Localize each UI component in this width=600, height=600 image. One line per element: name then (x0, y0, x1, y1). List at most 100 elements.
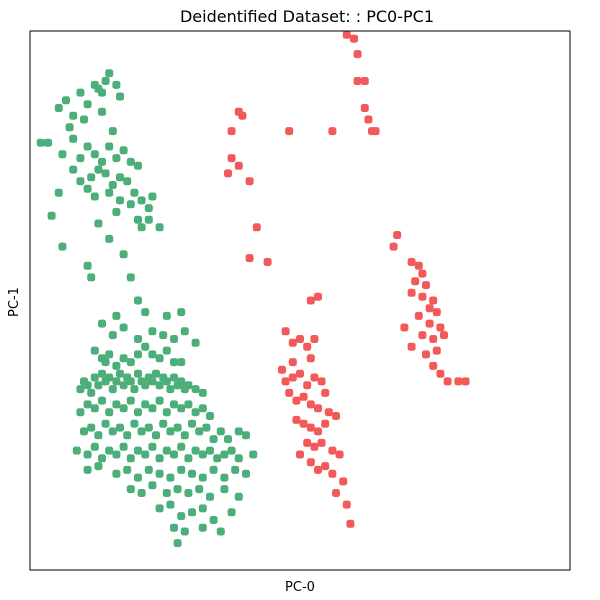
scatter-point-series-0 (83, 465, 92, 474)
scatter-point-series-0 (152, 369, 160, 378)
scatter-point-series-0 (108, 427, 117, 436)
scatter-point-series-0 (177, 377, 186, 386)
scatter-point-series-1 (360, 104, 369, 112)
scatter-point-series-0 (162, 489, 171, 497)
scatter-point-series-0 (54, 188, 63, 197)
scatter-point-series-0 (98, 107, 106, 116)
scatter-point-series-0 (148, 442, 157, 451)
scatter-point-series-0 (134, 215, 142, 224)
scatter-point-series-0 (177, 465, 186, 474)
scatter-point-series-1 (306, 400, 315, 409)
scatter-point-series-1 (332, 412, 340, 420)
scatter-point-series-0 (134, 350, 142, 359)
scatter-point-series-0 (206, 412, 214, 420)
scatter-point-series-0 (144, 204, 153, 213)
scatter-point-series-1 (321, 462, 330, 471)
scatter-point-series-0 (162, 346, 171, 355)
scatter-point-series-0 (141, 400, 150, 409)
scatter-point-series-0 (119, 354, 128, 363)
scatter-point-series-1 (422, 281, 430, 290)
scatter-point-series-1 (288, 338, 297, 347)
scatter-point-series-0 (198, 523, 207, 532)
scatter-point-series-1 (353, 77, 362, 85)
scatter-point-series-0 (134, 369, 142, 378)
scatter-point-series-0 (98, 157, 106, 166)
scatter-point-series-1 (292, 415, 301, 424)
scatter-point-series-0 (224, 435, 232, 444)
scatter-point-series-0 (108, 181, 117, 189)
scatter-point-series-0 (177, 404, 186, 413)
scatter-point-series-1 (296, 335, 304, 343)
scatter-point-series-1 (422, 350, 430, 359)
scatter-point-series-0 (159, 331, 168, 340)
scatter-point-series-0 (162, 446, 171, 455)
scatter-point-series-0 (155, 469, 164, 478)
scatter-point-series-0 (148, 350, 157, 359)
scatter-point-series-0 (123, 431, 132, 440)
scatter-point-series-1 (342, 500, 351, 509)
scatter-point-series-1 (285, 127, 294, 136)
scatter-point-series-0 (198, 450, 207, 459)
scatter-point-series-0 (216, 527, 225, 536)
scatter-point-series-1 (364, 115, 373, 124)
scatter-point-series-0 (188, 469, 196, 478)
scatter-point-series-0 (198, 388, 207, 397)
scatter-point-series-1 (440, 331, 448, 340)
scatter-point-series-1 (227, 154, 236, 163)
scatter-point-series-0 (141, 381, 150, 390)
scatter-point-series-0 (116, 92, 124, 101)
scatter-point-series-1 (321, 388, 330, 397)
scatter-point-series-0 (166, 427, 175, 436)
scatter-point-series-0 (249, 450, 258, 459)
scatter-point-series-1 (328, 127, 337, 136)
scatter-point-series-1 (418, 269, 427, 278)
scatter-point-series-0 (90, 192, 99, 201)
scatter-point-series-0 (134, 335, 142, 343)
scatter-point-series-0 (112, 400, 121, 409)
scatter-point-series-1 (278, 365, 286, 374)
scatter-point-series-0 (234, 454, 243, 463)
scatter-point-series-0 (83, 400, 92, 409)
scatter-point-series-0 (155, 454, 164, 463)
scatter-point-series-0 (144, 465, 153, 474)
scatter-point-series-0 (155, 381, 164, 390)
scatter-point-series-0 (112, 377, 121, 386)
scatter-point-series-1 (339, 477, 348, 486)
scatter-point-series-0 (126, 273, 135, 282)
scatter-point-series-0 (94, 462, 103, 471)
scatter-point-series-1 (360, 77, 369, 85)
scatter-point-series-1 (436, 323, 445, 332)
scatter-point-series-0 (58, 150, 67, 159)
scatter-point-series-0 (123, 465, 132, 474)
scatter-point-series-0 (76, 408, 85, 417)
scatter-point-series-1 (310, 335, 319, 343)
scatter-point-series-1 (317, 377, 326, 386)
scatter-point-series-0 (126, 454, 135, 463)
plot-frame (29, 30, 571, 571)
scatter-point-series-0 (105, 188, 114, 197)
scatter-point-series-1 (425, 319, 434, 328)
scatter-point-series-0 (180, 431, 189, 440)
scatter-point-series-0 (112, 208, 121, 216)
scatter-point-series-0 (227, 508, 236, 517)
scatter-point-series-0 (98, 319, 106, 328)
scatter-point-series-0 (36, 138, 45, 147)
scatter-point-series-0 (134, 446, 142, 455)
scatter-point-series-1 (353, 50, 362, 59)
scatter-point-series-0 (108, 127, 117, 136)
scatter-point-series-1 (436, 369, 445, 378)
scatter-point-series-0 (198, 404, 207, 413)
scatter-point-series-1 (281, 377, 290, 386)
scatter-point-series-0 (141, 450, 150, 459)
scatter-point-series-0 (173, 539, 182, 548)
scatter-point-series-0 (152, 431, 160, 440)
scatter-point-series-0 (83, 450, 92, 459)
scatter-point-series-0 (144, 423, 153, 432)
scatter-point-series-0 (198, 504, 207, 513)
scatter-point-series-1 (238, 111, 247, 120)
scatter-point-series-0 (188, 419, 196, 428)
scatter-point-series-0 (94, 165, 103, 174)
scatter-point-series-0 (134, 408, 142, 417)
scatter-point-series-0 (98, 454, 106, 463)
